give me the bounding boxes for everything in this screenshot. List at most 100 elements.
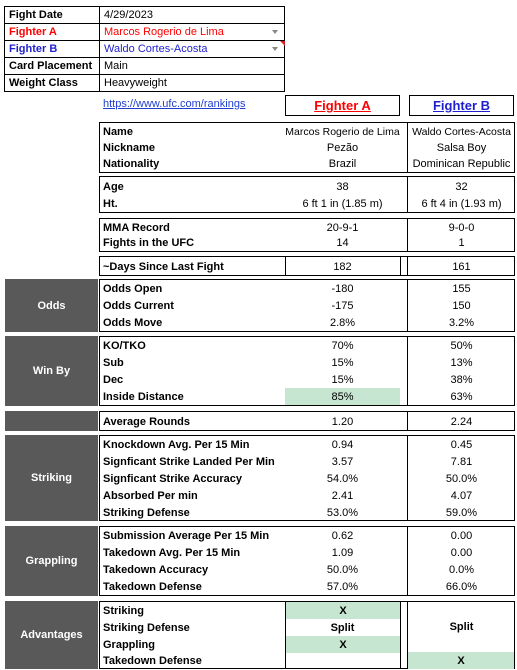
- comment-flag-icon: [280, 41, 285, 46]
- odds-open-label: Odds Open: [103, 282, 163, 295]
- dec-label: Dec: [103, 373, 124, 386]
- grappling-section-label: Grappling: [5, 526, 98, 596]
- placement-label: Card Placement: [4, 57, 100, 75]
- nationality-label: Nationality: [103, 157, 160, 170]
- fighter-b-striking-defense: 59.0%: [445, 506, 478, 519]
- odds-move-label: Odds Move: [103, 316, 163, 329]
- fighter-b-record: 9-0-0: [448, 221, 475, 234]
- fighter-a-record: 20-9-1: [326, 221, 359, 234]
- striking-defense-label: Striking Defense: [103, 506, 190, 519]
- fighter-b-takedown-accuracy: 0.0%: [448, 563, 475, 576]
- fighter-b-odds-open: 155: [452, 282, 471, 295]
- mma-record-label: MMA Record: [103, 221, 170, 234]
- fighter-b-select[interactable]: Waldo Cortes-Acosta: [99, 40, 285, 58]
- fighter-b-nationality: Dominican Republic: [412, 157, 511, 170]
- fighter-b-takedown-defense: 66.0%: [445, 580, 478, 593]
- fighter-a-submission-avg: 0.62: [331, 529, 354, 542]
- fighter-a-sig-strikes: 3.57: [331, 455, 354, 468]
- fighter-b-height: 6 ft 4 in (1.93 m): [421, 197, 502, 210]
- fighter-a-sub: 15%: [331, 356, 354, 369]
- fighter-b-nickname: Salsa Boy: [436, 141, 487, 154]
- height-label: Ht.: [103, 197, 118, 210]
- physical-section: [99, 176, 515, 213]
- chevron-down-icon[interactable]: [272, 30, 278, 34]
- fighter-b-ufc-fights: 1: [458, 236, 465, 249]
- fighter-a-takedown-defense: 57.0%: [326, 580, 359, 593]
- grappling-section: [99, 526, 515, 596]
- fighter-a-takedown-avg: 1.09: [331, 546, 354, 559]
- fighter-a-striking-defense: 53.0%: [326, 506, 359, 519]
- adv-grappling-label: Grappling: [103, 638, 155, 651]
- adv-takedown-defense-label: Takedown Defense: [103, 654, 202, 667]
- fighter-b-sub: 13%: [450, 356, 473, 369]
- profile-section: [99, 122, 515, 173]
- chevron-down-icon[interactable]: [272, 47, 278, 51]
- takedown-defense-label: Takedown Defense: [103, 580, 202, 593]
- fighter-b-adv-striking-defense: Split: [449, 621, 474, 633]
- fighter-a-avg-rounds: 1.20: [331, 415, 354, 428]
- days-section: [99, 256, 515, 276]
- fighter-a-inside-distance: 85%: [285, 388, 400, 405]
- rankings-link[interactable]: https://www.ufc.com/rankings: [103, 98, 246, 110]
- record-section: [99, 218, 515, 252]
- fighter-a-odds-move: 2.8%: [329, 316, 356, 329]
- fighter-b-absorbed: 4.07: [450, 489, 473, 502]
- age-label: Age: [103, 180, 124, 193]
- knockdown-avg-label: Knockdown Avg. Per 15 Min: [103, 438, 250, 451]
- ufc-fights-label: Fights in the UFC: [103, 236, 195, 249]
- takedown-avg-label: Takedown Avg. Per 15 Min: [103, 546, 241, 559]
- fighter-b-name: Waldo Cortes-Acosta: [412, 125, 511, 138]
- fighter-a-adv-striking: X: [286, 602, 400, 619]
- adv-striking-label: Striking: [103, 604, 144, 617]
- fighter-b-odds-current: 150: [452, 299, 471, 312]
- fighter-b-sig-strikes: 7.81: [450, 455, 473, 468]
- fighter-a-absorbed: 2.41: [331, 489, 354, 502]
- inside-distance-label: Inside Distance: [103, 390, 184, 403]
- fighter-a-label: Fighter A: [4, 23, 100, 41]
- odds-section: [99, 279, 515, 332]
- fighter-b-knockdown-avg: 0.45: [450, 438, 473, 451]
- sig-strike-accuracy-label: Signficant Strike Accuracy: [103, 472, 242, 485]
- sub-label: Sub: [103, 356, 124, 369]
- fighter-b-avg-rounds: 2.24: [450, 415, 473, 428]
- fighter-b-ko: 50%: [450, 339, 473, 352]
- fighter-b-age: 32: [455, 180, 468, 193]
- placement-value[interactable]: Main: [99, 57, 285, 75]
- fighter-a-odds-open: -180: [331, 282, 354, 295]
- fighter-a-nationality: Brazil: [328, 157, 357, 170]
- fighter-b-header: Fighter B: [409, 95, 514, 116]
- fighter-a-height: 6 ft 1 in (1.85 m): [302, 197, 383, 210]
- sig-strikes-landed-label: Signficant Strike Landed Per Min: [103, 455, 275, 468]
- win-by-section-label: Win By: [5, 336, 98, 406]
- fighter-a-dec: 15%: [331, 373, 354, 386]
- fight-date-label: Fight Date: [4, 6, 100, 24]
- adv-striking-defense-label: Striking Defense: [103, 621, 190, 634]
- rounds-section-label: [5, 411, 98, 431]
- fighter-a-age: 38: [336, 180, 349, 193]
- fight-date-value[interactable]: 4/29/2023: [99, 6, 285, 24]
- striking-section-label: Striking: [5, 435, 98, 521]
- rounds-section: [99, 411, 515, 431]
- fighter-b-strike-accuracy: 50.0%: [445, 472, 478, 485]
- fighter-a-header: Fighter A: [285, 95, 400, 116]
- fighter-b-takedown-avg: 0.00: [450, 546, 473, 559]
- weight-class-label: Weight Class: [4, 74, 100, 92]
- fighter-a-ufc-fights: 14: [336, 236, 349, 249]
- fighter-a-takedown-accuracy: 50.0%: [326, 563, 359, 576]
- takedown-accuracy-label: Takedown Accuracy: [103, 563, 209, 576]
- fighter-b-adv-takedown-defense: X: [408, 652, 514, 669]
- name-label: Name: [103, 125, 133, 138]
- odds-current-label: Odds Current: [103, 299, 174, 312]
- fighter-b-days: 161: [452, 260, 471, 273]
- submission-avg-label: Submission Average Per 15 Min: [103, 529, 270, 542]
- fighter-a-knockdown-avg: 0.94: [331, 438, 354, 451]
- fighter-a-select[interactable]: Marcos Rogerio de Lima: [99, 23, 285, 41]
- fighter-a-strike-accuracy: 54.0%: [326, 472, 359, 485]
- advantages-section: [99, 601, 515, 669]
- weight-class-value[interactable]: Heavyweight: [99, 74, 285, 92]
- fighter-a-adv-grappling: X: [286, 636, 400, 653]
- fighter-a-ko: 70%: [331, 339, 354, 352]
- fighter-a-name: Marcos Rogerio de Lima: [285, 125, 400, 138]
- absorbed-label: Absorbed Per min: [103, 489, 198, 502]
- fighter-b-dec: 38%: [450, 373, 473, 386]
